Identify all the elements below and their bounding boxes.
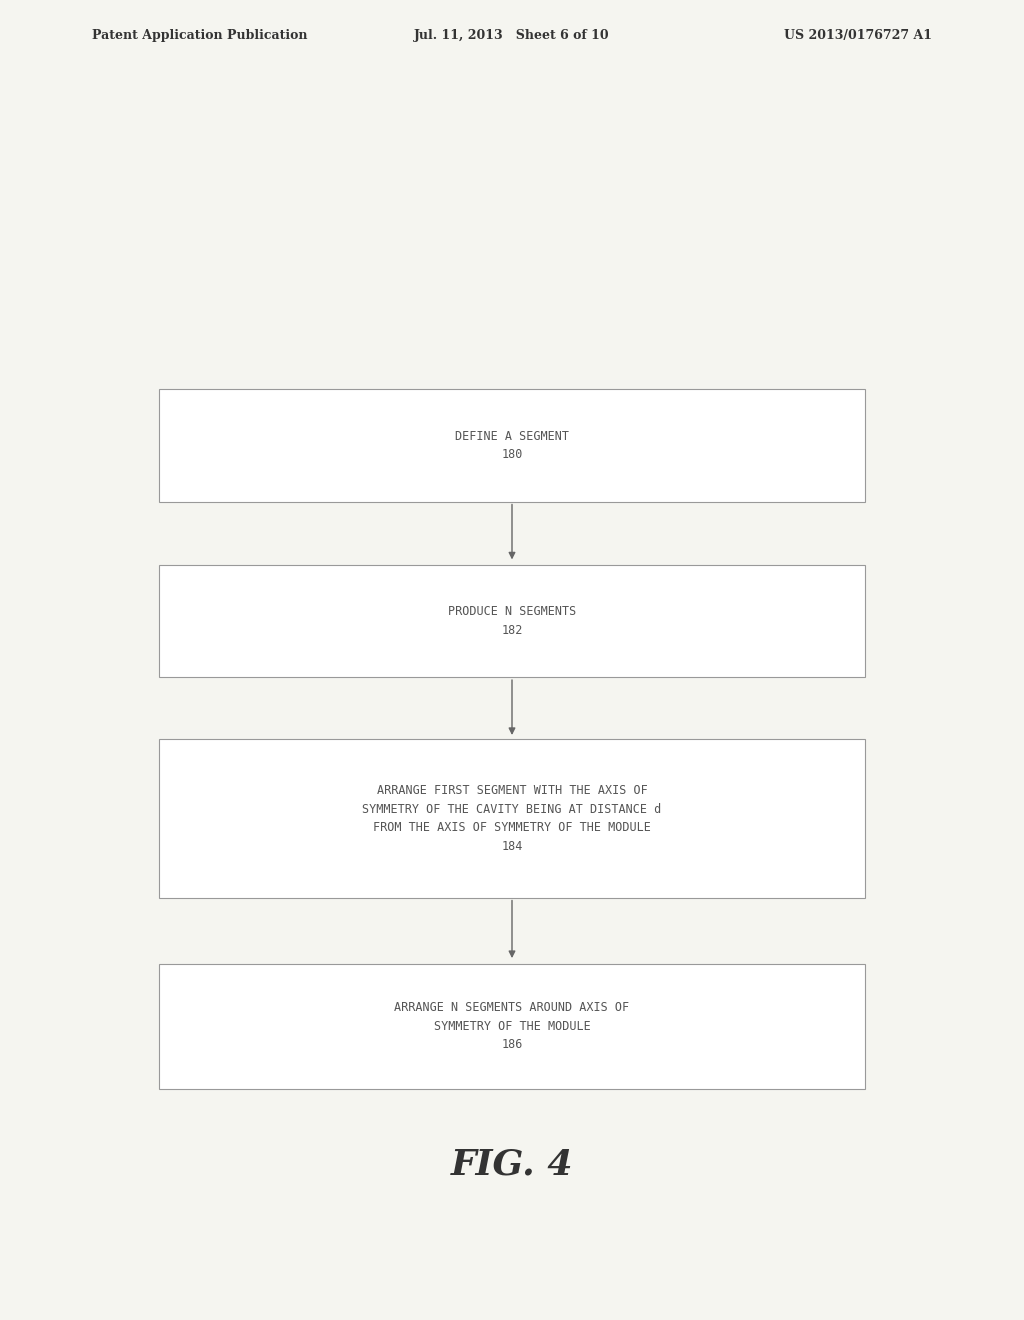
Bar: [159, 964, 865, 1089]
Text: US 2013/0176727 A1: US 2013/0176727 A1: [783, 29, 932, 41]
Bar: [159, 565, 865, 677]
Text: FIG. 4: FIG. 4: [451, 1147, 573, 1181]
Text: PRODUCE N SEGMENTS
182: PRODUCE N SEGMENTS 182: [447, 606, 577, 636]
Text: Patent Application Publication: Patent Application Publication: [92, 29, 307, 41]
Text: ARRANGE FIRST SEGMENT WITH THE AXIS OF
SYMMETRY OF THE CAVITY BEING AT DISTANCE : ARRANGE FIRST SEGMENT WITH THE AXIS OF S…: [362, 784, 662, 853]
Bar: [159, 739, 865, 898]
Text: Jul. 11, 2013   Sheet 6 of 10: Jul. 11, 2013 Sheet 6 of 10: [414, 29, 610, 41]
Bar: [159, 389, 865, 502]
Text: ARRANGE N SEGMENTS AROUND AXIS OF
SYMMETRY OF THE MODULE
186: ARRANGE N SEGMENTS AROUND AXIS OF SYMMET…: [394, 1002, 630, 1051]
Text: DEFINE A SEGMENT
180: DEFINE A SEGMENT 180: [455, 430, 569, 461]
